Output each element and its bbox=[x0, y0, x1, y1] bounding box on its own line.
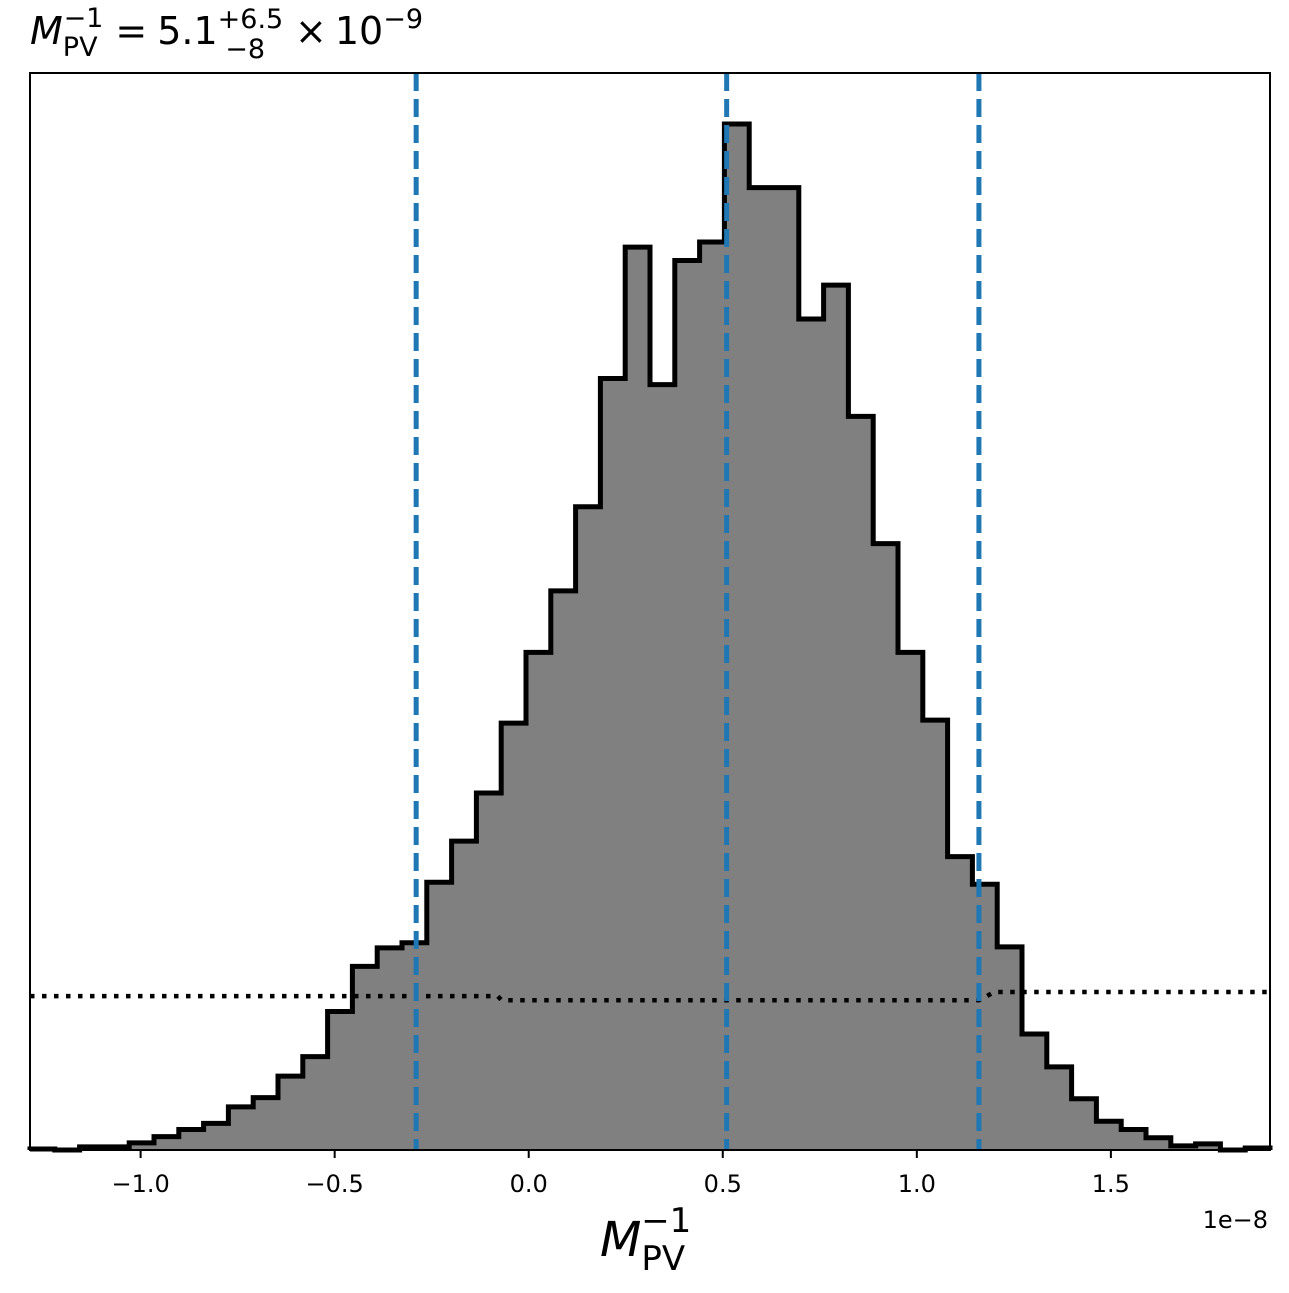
histogram-bar bbox=[947, 856, 973, 1150]
title-symbol: M bbox=[30, 9, 63, 53]
title-exponent: −9 bbox=[383, 4, 423, 35]
histogram-bar bbox=[625, 247, 651, 1150]
title-subscript: PV bbox=[63, 32, 98, 63]
title-minus: −8 bbox=[225, 34, 265, 65]
xlabel-subscript: PV bbox=[641, 1239, 685, 1279]
x-tick-label: −1.0 bbox=[111, 1170, 169, 1198]
histogram-bar bbox=[650, 384, 676, 1150]
histogram-bar bbox=[674, 260, 701, 1150]
histogram-bar bbox=[278, 1076, 304, 1150]
x-tick-label: 1.5 bbox=[1092, 1170, 1130, 1198]
histogram-bar bbox=[154, 1136, 180, 1150]
xlabel-superscript: −1 bbox=[641, 1201, 691, 1241]
title-plus: +6.5 bbox=[218, 4, 284, 35]
histogram-bar bbox=[1022, 1034, 1048, 1150]
histogram-bar bbox=[377, 947, 403, 1150]
plot-area bbox=[27, 73, 1273, 1153]
histogram-bar bbox=[922, 720, 949, 1150]
histogram-bar bbox=[774, 187, 800, 1150]
histogram-outline bbox=[27, 121, 1273, 1153]
histogram-bar bbox=[749, 187, 775, 1150]
title-equals: = bbox=[115, 9, 147, 53]
histogram-bar bbox=[823, 285, 849, 1150]
histogram-bar bbox=[997, 946, 1023, 1150]
histogram-bar bbox=[253, 1097, 279, 1150]
histogram-bar bbox=[600, 378, 626, 1150]
histogram-bar bbox=[476, 792, 502, 1150]
histogram-bar bbox=[178, 1129, 205, 1150]
histogram-bar bbox=[699, 241, 725, 1151]
histogram-bar bbox=[228, 1106, 254, 1150]
xlabel-symbol: M bbox=[600, 1212, 641, 1268]
histogram-bar bbox=[302, 1056, 329, 1150]
histogram-bar bbox=[203, 1123, 229, 1150]
histogram-bar bbox=[426, 882, 453, 1150]
histogram-bar bbox=[550, 590, 577, 1150]
x-axis-label: MPV−1 bbox=[600, 1201, 691, 1279]
chart-title: MPV−1 = 5.1+6.5 −8 × 10−9 bbox=[30, 3, 423, 65]
histogram-bar bbox=[575, 506, 601, 1150]
histogram-bar bbox=[501, 723, 527, 1150]
title-median: 5.1 bbox=[157, 9, 217, 53]
histogram-bar bbox=[798, 318, 825, 1150]
histogram-bar bbox=[1046, 1066, 1073, 1150]
x-tick-label: 1.0 bbox=[898, 1170, 936, 1198]
x-tick-label: 0.5 bbox=[704, 1170, 742, 1198]
histogram-bar bbox=[129, 1142, 155, 1150]
histogram-bar bbox=[1146, 1137, 1172, 1150]
title-times: × bbox=[295, 9, 327, 53]
histogram-bar bbox=[1071, 1098, 1097, 1150]
histogram-bar bbox=[1195, 1143, 1221, 1150]
histogram-bar bbox=[1096, 1121, 1122, 1150]
histogram-bar bbox=[1121, 1129, 1147, 1150]
x-axis-ticks: −1.0 −0.5 0.0 0.5 1.0 1.5 bbox=[111, 1150, 1130, 1198]
histogram-bar bbox=[873, 543, 899, 1150]
x-tick-label: −0.5 bbox=[306, 1170, 364, 1198]
histogram-bar bbox=[898, 652, 924, 1150]
title-base: 10 bbox=[335, 9, 383, 53]
x-tick-label: 0.0 bbox=[510, 1170, 548, 1198]
histogram-bar bbox=[327, 1011, 353, 1150]
histogram-bar bbox=[972, 884, 998, 1150]
x-offset-text: 1e−8 bbox=[1203, 1206, 1268, 1234]
title-superscript: −1 bbox=[64, 3, 104, 34]
histogram-bar bbox=[848, 416, 874, 1150]
axes-frame bbox=[29, 72, 1271, 1151]
prior-dotted-line bbox=[30, 989, 1270, 1003]
histogram-bar bbox=[526, 652, 552, 1150]
